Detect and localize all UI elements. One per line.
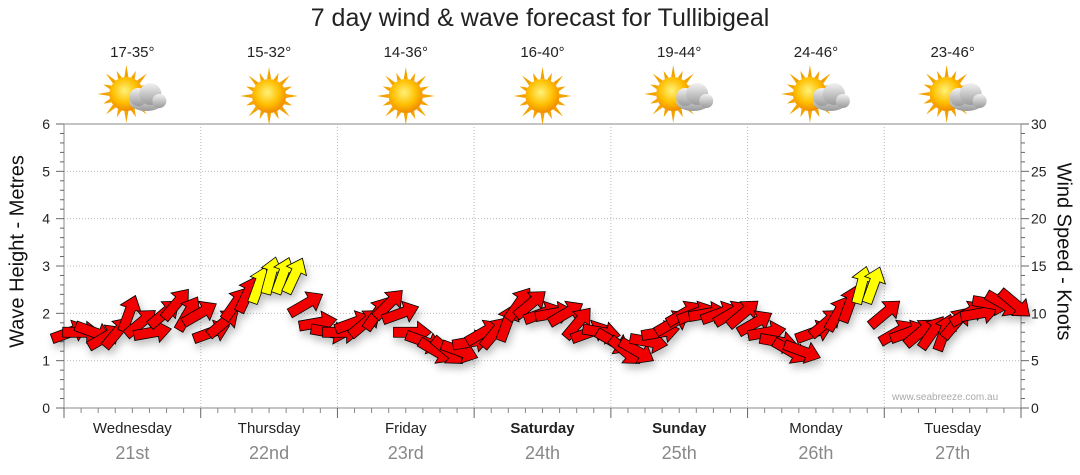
temperature-range: 16-40° (520, 44, 565, 61)
y-tick-left: 0 (42, 400, 50, 416)
sunny-icon (376, 67, 435, 125)
wind-arrow (735, 310, 773, 338)
cloud-shape (812, 83, 850, 111)
partly-cloudy-icon (917, 65, 987, 123)
date-label: 25th (661, 443, 697, 463)
partly-cloudy-icon (780, 65, 850, 123)
y-tick-left: 3 (42, 258, 50, 274)
day-label: Wednesday (92, 420, 172, 437)
wind-arrow (617, 336, 655, 364)
day-label: Tuesday (924, 420, 982, 437)
y-tick-right: 0 (1031, 400, 1039, 416)
cloud-shape (129, 83, 167, 111)
date-label: 26th (798, 443, 834, 463)
y-tick-left: 4 (42, 211, 50, 227)
date-label: 22nd (249, 443, 290, 463)
chart-title: 7 day wind & wave forecast for Tullibige… (310, 4, 770, 32)
wind-arrow (725, 300, 759, 330)
temperature-range: 15-32° (246, 44, 292, 61)
y-tick-right: 25 (1031, 163, 1047, 179)
temperature-range: 14-36° (383, 44, 428, 61)
wind-arrow (866, 300, 901, 330)
day-label: Sunday (652, 420, 707, 437)
y-tick-left: 5 (42, 163, 50, 179)
wind-arrow (861, 266, 886, 306)
wind-arrow (380, 300, 420, 326)
wind-arrow (159, 288, 189, 323)
wind-arrow (782, 339, 821, 364)
y-tick-right: 5 (1031, 353, 1039, 369)
day-label: Saturday (510, 420, 575, 437)
site-credit: www.seabreeze.com.au (892, 392, 999, 403)
temperature-range: 17-35° (110, 44, 155, 61)
y-tick-right: 30 (1031, 116, 1047, 132)
temperature-range: 24-46° (793, 44, 839, 61)
y-tick-right: 10 (1031, 305, 1047, 321)
sunny-icon (240, 67, 299, 125)
day-label: Monday (789, 420, 843, 437)
y-tick-left: 1 (42, 353, 50, 369)
cloud-shape (676, 83, 714, 111)
wind-arrow (180, 300, 217, 328)
day-label: Friday (384, 420, 427, 437)
day-label: Thursday (237, 420, 301, 437)
wind-arrow (996, 287, 1031, 317)
wind-arrow (281, 257, 308, 296)
wind-arrow (512, 291, 546, 321)
y-axis-label-right: Wind Speed - Knots (1052, 162, 1075, 341)
y-tick-right: 15 (1031, 258, 1047, 274)
wind-arrow (286, 291, 324, 319)
temperature-range: 19-44° (657, 44, 702, 61)
partly-cloudy-icon (644, 65, 714, 123)
temperature-range: 23-46° (930, 44, 975, 61)
y-axis-label-left: Wave Height - Metres (6, 155, 29, 348)
date-label: 27th (935, 443, 971, 463)
date-label: 21st (115, 443, 150, 463)
partly-cloudy-icon (97, 65, 167, 123)
date-label: 24th (524, 443, 561, 463)
y-tick-left: 6 (42, 116, 50, 132)
sunny-icon (513, 67, 572, 125)
y-tick-right: 20 (1031, 211, 1047, 227)
y-tick-left: 2 (42, 305, 50, 321)
date-label: 23rd (387, 443, 424, 463)
cloud-shape (949, 83, 987, 111)
